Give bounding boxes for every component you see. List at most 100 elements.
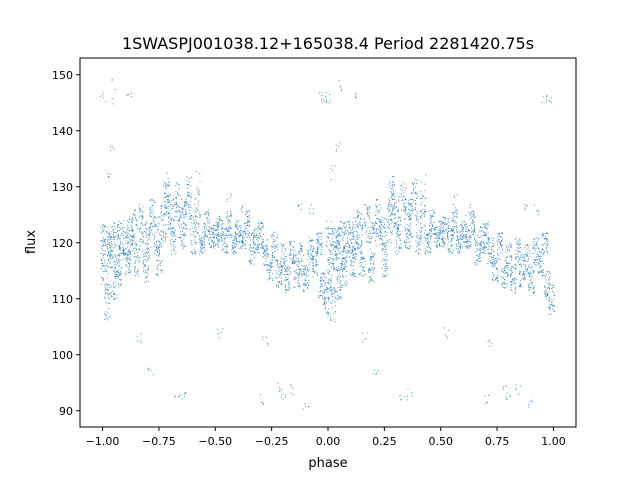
data-point <box>340 296 341 297</box>
data-point <box>232 235 233 236</box>
data-point <box>241 232 242 233</box>
data-point <box>120 241 121 242</box>
data-point <box>108 251 109 252</box>
data-point <box>525 266 526 267</box>
data-point <box>298 205 299 206</box>
data-point <box>529 283 530 284</box>
data-point <box>173 248 174 249</box>
data-point <box>243 242 244 243</box>
data-point <box>378 234 379 235</box>
data-point <box>328 282 329 283</box>
data-point <box>242 237 243 238</box>
data-point <box>109 284 110 285</box>
data-point <box>372 269 373 270</box>
data-point <box>213 237 214 238</box>
data-point <box>502 285 503 286</box>
data-point <box>273 239 274 240</box>
data-point <box>113 232 114 233</box>
data-point <box>108 267 109 268</box>
data-point <box>328 312 329 313</box>
data-point <box>141 333 142 334</box>
data-point <box>339 290 340 291</box>
data-point <box>416 192 417 193</box>
data-point <box>308 280 309 281</box>
data-point <box>295 252 296 253</box>
data-point <box>182 231 183 232</box>
data-point <box>387 240 388 241</box>
data-point <box>356 256 357 257</box>
data-point <box>137 221 138 222</box>
data-point <box>339 227 340 228</box>
data-point <box>167 199 168 200</box>
data-point <box>160 217 161 218</box>
data-point <box>216 235 217 236</box>
data-point <box>485 403 486 404</box>
data-point <box>109 234 110 235</box>
data-point <box>249 233 250 234</box>
data-point <box>326 221 327 222</box>
data-point <box>239 232 240 233</box>
data-point <box>324 302 325 303</box>
data-point <box>228 228 229 229</box>
data-point <box>198 188 199 189</box>
data-point <box>159 241 160 242</box>
data-point <box>336 248 337 249</box>
data-point <box>135 267 136 268</box>
data-point <box>335 242 336 243</box>
data-point <box>340 85 341 86</box>
data-point <box>320 287 321 288</box>
data-point <box>329 233 330 234</box>
data-point <box>238 241 239 242</box>
data-point <box>200 247 201 248</box>
data-point <box>399 234 400 235</box>
data-point <box>226 233 227 234</box>
data-point <box>486 228 487 229</box>
data-point <box>549 314 550 315</box>
data-point <box>352 229 353 230</box>
data-point <box>412 203 413 204</box>
data-point <box>275 248 276 249</box>
data-point <box>338 243 339 244</box>
data-point <box>205 214 206 215</box>
data-point <box>356 254 357 255</box>
data-point <box>127 235 128 236</box>
data-point <box>539 259 540 260</box>
data-point <box>274 236 275 237</box>
data-point <box>471 212 472 213</box>
data-point <box>452 235 453 236</box>
data-point <box>222 245 223 246</box>
data-point <box>375 215 376 216</box>
data-point <box>520 259 521 260</box>
data-point <box>404 206 405 207</box>
data-point <box>230 210 231 211</box>
data-point <box>474 211 475 212</box>
data-point <box>288 265 289 266</box>
data-point <box>148 368 149 369</box>
data-point <box>147 248 148 249</box>
data-point <box>344 251 345 252</box>
data-point <box>534 248 535 249</box>
data-point <box>302 268 303 269</box>
data-point <box>357 210 358 211</box>
data-point <box>187 192 188 193</box>
data-point <box>128 237 129 238</box>
data-point <box>127 243 128 244</box>
data-point <box>355 224 356 225</box>
data-point <box>389 200 390 201</box>
data-point <box>546 99 547 100</box>
data-point <box>534 291 535 292</box>
data-point <box>285 395 286 396</box>
data-point <box>412 211 413 212</box>
data-point <box>165 214 166 215</box>
data-point <box>312 271 313 272</box>
data-point <box>467 231 468 232</box>
data-point <box>365 274 366 275</box>
data-point <box>274 257 275 258</box>
data-point <box>246 222 247 223</box>
data-point <box>290 258 291 259</box>
data-point <box>139 217 140 218</box>
data-point <box>484 226 485 227</box>
data-point <box>168 178 169 179</box>
data-point <box>337 253 338 254</box>
data-point <box>279 390 280 391</box>
